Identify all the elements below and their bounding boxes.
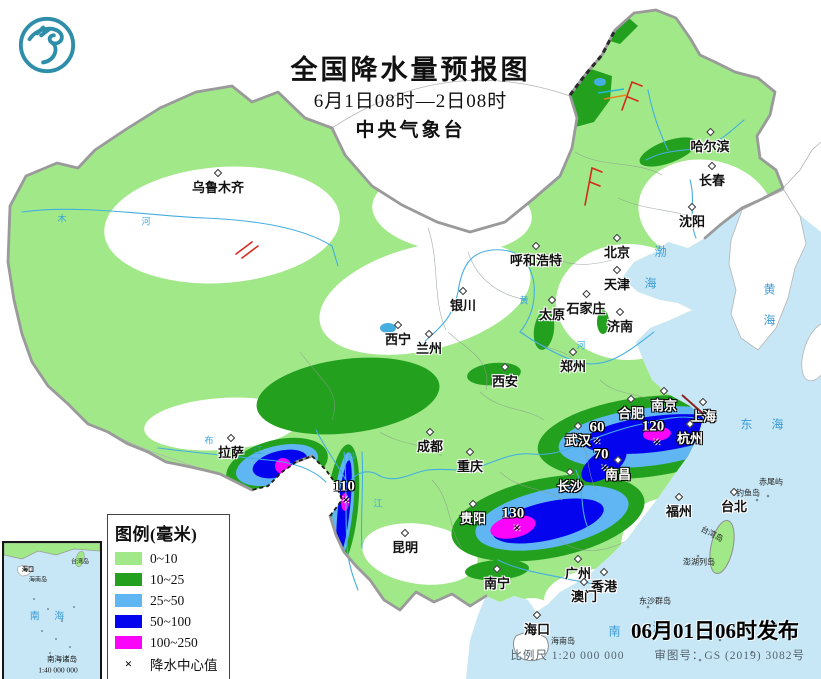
japan-island: [801, 322, 821, 382]
northeast-striped-border: [568, 29, 617, 96]
cma-dragon-logo: [18, 16, 76, 74]
legend-color-swatch: [115, 552, 142, 565]
legend-color-swatch: [115, 594, 142, 607]
legend-range-label: 50~100: [150, 613, 192, 629]
south-china-sea-inset: 海口 海南岛 台湾岛 南 海 南海诸岛 1:40 000 000: [2, 541, 102, 679]
korean-peninsula: [728, 189, 807, 351]
legend-row: 0~10: [115, 548, 222, 569]
rivers: [21, 89, 745, 591]
inset-map: [4, 543, 100, 679]
small-islands: [646, 494, 770, 662]
legend-center-row: × 降水中心值: [115, 653, 222, 674]
province-borders: [299, 151, 705, 551]
legend-color-swatch: [115, 573, 142, 586]
red-weather-symbols: [235, 80, 709, 419]
legend-color-swatch: [115, 636, 142, 649]
hulun-lake: [594, 78, 606, 86]
map-scale-line: 比例尺 1:20 000 000 审图号：GS (2019) 3082号: [510, 647, 805, 663]
south-tibet-dashed-border: [251, 454, 344, 517]
precip-center-symbol: ×: [124, 655, 133, 671]
legend-box: 图例(毫米) 0~10 10~25 25~50 50~100 100~250 × 降水中…: [107, 514, 230, 679]
legend-range-label: 100~250: [150, 634, 198, 650]
legend-items: 0~10 10~25 25~50 50~100 100~250: [115, 548, 222, 653]
approval-number: 审图号：GS (2019) 3082号: [654, 650, 805, 662]
scale-text: 比例尺 1:20 000 000: [510, 650, 625, 662]
china-national-border: [6, 8, 785, 612]
legend-row: 100~250: [115, 632, 222, 653]
legend-row: 10~25: [115, 569, 222, 590]
legend-row: 50~100: [115, 611, 222, 632]
hainan-island: [512, 632, 549, 662]
legend-range-label: 10~25: [150, 571, 185, 587]
legend-range-label: 25~50: [150, 592, 185, 608]
legend-range-label: 0~10: [150, 550, 178, 566]
precip-center-label: 降水中心值: [150, 657, 218, 673]
publish-time: 06月01日06时发布: [631, 619, 799, 643]
taiwan-island: [709, 519, 735, 575]
legend-row: 25~50: [115, 590, 222, 611]
legend-color-swatch: [115, 615, 142, 628]
legend-title: 图例(毫米): [115, 525, 198, 544]
qinghai-lake: [380, 323, 396, 333]
